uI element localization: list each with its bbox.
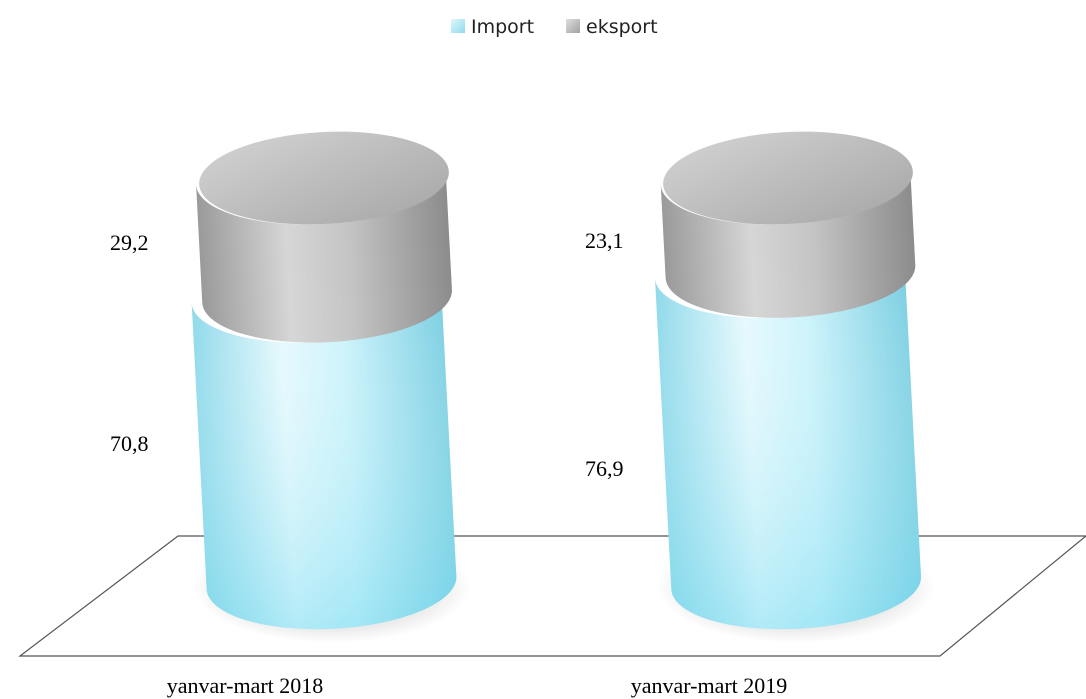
- bar-highlight-1: [191, 289, 457, 630]
- legend-swatch-import: [451, 19, 465, 33]
- legend-label-import: Import: [471, 16, 534, 38]
- bars: [191, 131, 935, 643]
- legend: Import eksport: [451, 16, 658, 38]
- data-label-import-2019: 76,9: [585, 456, 624, 481]
- category-axis: yanvar-mart 2018 yanvar-mart 2019: [167, 673, 788, 698]
- bar-top-2: [663, 131, 913, 225]
- legend-swatch-eksport: [566, 19, 580, 33]
- bar-group-1: [191, 131, 471, 643]
- category-label-2018: yanvar-mart 2018: [167, 673, 324, 698]
- data-labels: 29,2 70,8 23,1 76,9: [110, 228, 624, 481]
- bar-highlight-2: [655, 265, 921, 630]
- data-label-eksport-2019: 23,1: [585, 228, 624, 253]
- legend-label-eksport: eksport: [586, 16, 658, 38]
- bar-top-1: [199, 131, 449, 225]
- data-label-import-2018: 70,8: [110, 431, 149, 456]
- data-label-eksport-2018: 29,2: [110, 230, 149, 255]
- bar-group-2: [655, 131, 935, 643]
- bar-eksport-2: [660, 171, 916, 318]
- category-label-2019: yanvar-mart 2019: [631, 673, 788, 698]
